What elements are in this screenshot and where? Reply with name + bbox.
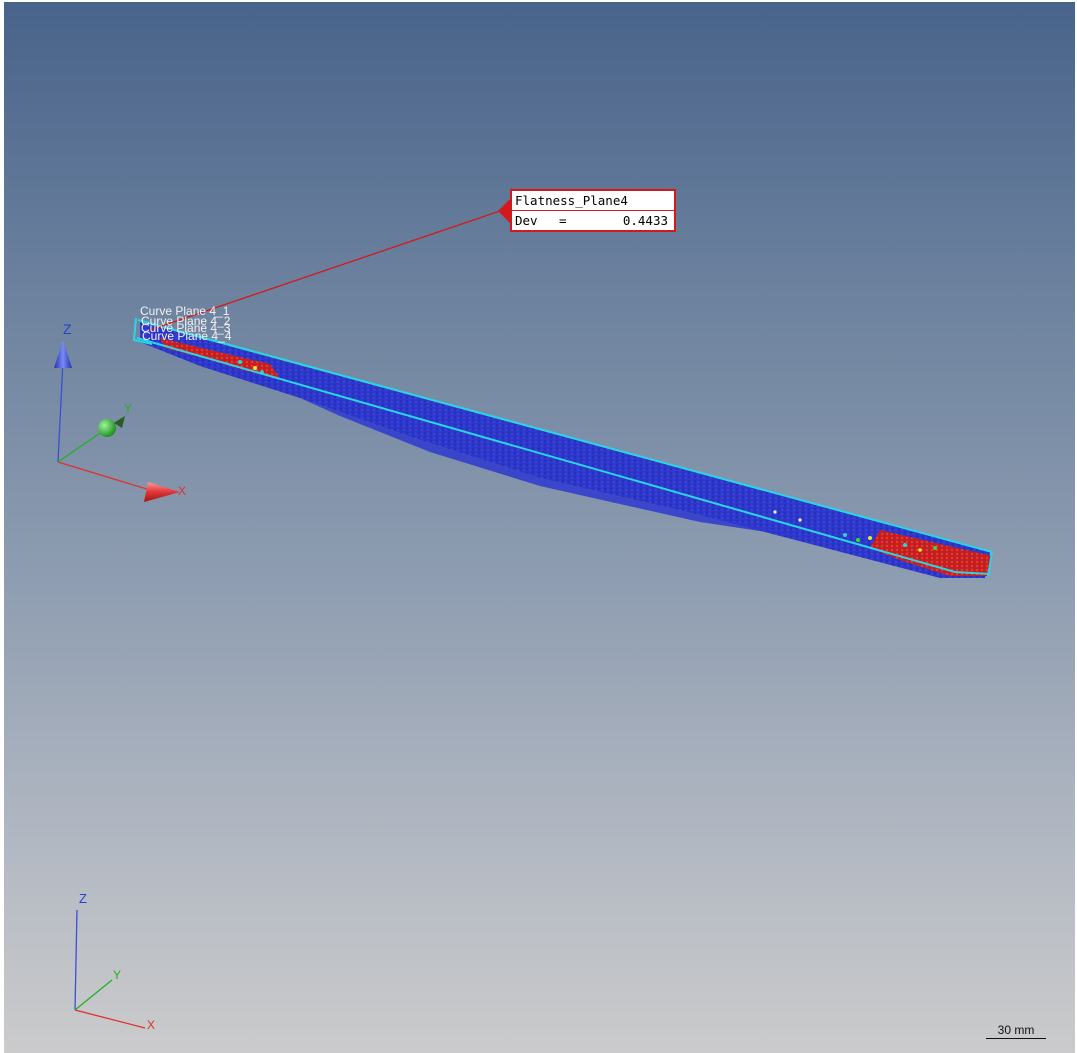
callout-equals: =: [559, 213, 567, 228]
corner-z-axis: [74, 909, 78, 1011]
viewport-border-right: [1075, 0, 1077, 1053]
callout-dev-value: 0.4433: [622, 213, 668, 228]
main-x-label: X: [178, 484, 187, 498]
corner-y-label: Y: [113, 968, 122, 982]
scale-bar: 30 mm: [986, 1023, 1046, 1039]
z-axis-line: [57, 359, 64, 463]
z-axis-cone: [54, 340, 72, 368]
viewport-border-left: [0, 0, 4, 1053]
viewport-border-top: [0, 0, 1077, 2]
deviation-region-right: [870, 530, 992, 576]
main-y-label: Y: [124, 401, 133, 415]
callout-title: Flatness_Plane4: [512, 191, 674, 211]
curve-label-1[interactable]: Curve Plane 4_1: [140, 304, 230, 318]
curve-label-2[interactable]: Curve Plane 4_2: [141, 314, 231, 328]
curve-label-4[interactable]: Curve Plane 4_4: [142, 329, 232, 343]
plane-outline-top: [137, 319, 993, 553]
deviation-region-left: [160, 338, 280, 378]
y-axis-cone: [114, 416, 125, 428]
main-axis-triad[interactable]: [54, 340, 180, 502]
corner-z-label: Z: [79, 891, 87, 906]
callout-dev-label: Dev: [515, 213, 538, 228]
corner-x-label: X: [147, 1018, 156, 1032]
point-cloud-body[interactable]: [140, 322, 990, 578]
x-axis-line: [57, 461, 151, 491]
curve-label-3[interactable]: Curve Plane 4_3: [141, 321, 231, 335]
deviation-speckles: [238, 360, 937, 552]
callout-leader-line: [149, 210, 501, 331]
main-z-label: Z: [63, 321, 72, 337]
callout-dev-row: Dev = 0.4433: [512, 211, 674, 230]
flatness-callout[interactable]: Flatness_Plane4 Dev = 0.4433: [510, 189, 676, 232]
plane-outline-bottom: [136, 337, 991, 575]
callout-pointer: [498, 198, 511, 224]
plane-outline-right-end: [987, 551, 993, 577]
scale-bar-line: [986, 1038, 1046, 1039]
corner-axis-triad: [74, 909, 146, 1029]
point-cloud[interactable]: [132, 317, 993, 578]
corner-y-axis: [74, 979, 113, 1011]
plane-outline-left-end: [132, 317, 153, 345]
scale-bar-label: 30 mm: [997, 1023, 1035, 1037]
y-axis-ball: [98, 419, 116, 437]
corner-x-axis: [74, 1009, 146, 1029]
x-axis-cone: [144, 482, 180, 502]
